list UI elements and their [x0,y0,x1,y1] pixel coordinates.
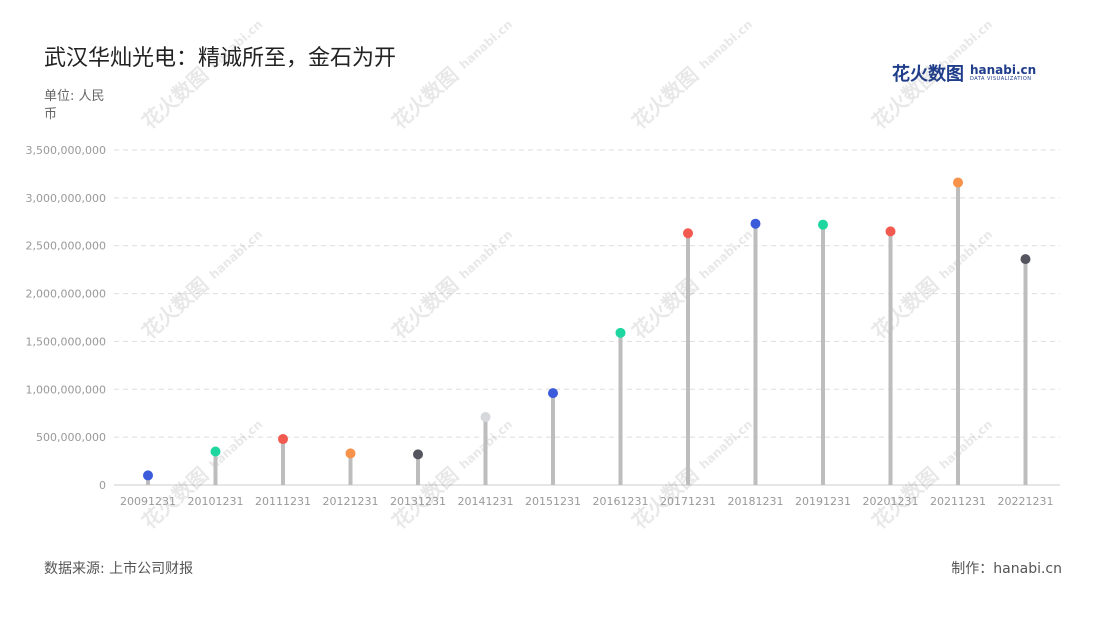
x-tick-label: 20201231 [863,495,919,508]
data-source: 数据来源: 上市公司财报 [44,561,194,577]
x-tick-label: 20131231 [390,495,446,508]
watermark-en: hanabi.cn [697,417,756,472]
watermark-en: hanabi.cn [457,227,516,282]
watermark-cn: 花火数图 [387,62,463,133]
logo-en-text: hanabi.cn [970,62,1037,77]
watermark-cn: 花火数图 [137,272,213,343]
watermark-layer: 花火数图hanabi.cn花火数图hanabi.cn花火数图hanabi.cn花… [137,17,996,534]
lollipop-point [345,448,356,459]
watermark-en: hanabi.cn [937,227,996,282]
lollipop-point [818,219,828,230]
watermark-cn: 花火数图 [387,272,463,343]
x-tick-label: 20211231 [930,495,986,508]
y-tick-label: 2,000,000,000 [26,288,106,301]
y-tick-label: 1,000,000,000 [26,383,106,396]
x-tick-label: 20191231 [795,495,851,508]
unit-label: 单位: 人民币 [44,89,105,122]
x-axis: 20091231 20101231 20111231 20121231 20131231… [120,495,1054,508]
lollipop-point [885,226,896,237]
x-tick-label: 20151231 [525,495,581,508]
chart-title: 武汉华灿光电：精诚所至，金石为开 [44,46,397,71]
watermark-en: hanabi.cn [937,17,996,72]
watermark-en: hanabi.cn [697,17,756,72]
watermark-cn: 花火数图 [627,272,703,343]
lollipop-point [143,470,153,481]
lollipop-point [683,228,693,239]
stems [146,182,1028,485]
brand-logo: 花火数图 hanabi.cn DATA VISUALIZATION [892,60,1036,86]
lollipop-point [413,449,423,460]
x-tick-label: 20111231 [255,495,311,508]
watermark-cn: 花火数图 [867,272,943,343]
lollipop-point [480,412,491,423]
points [143,177,1031,481]
watermark-en: hanabi.cn [207,17,266,72]
y-tick-label: 3,500,000,000 [26,144,106,157]
y-tick-label: 3,000,000,000 [26,192,106,205]
x-tick-label: 20091231 [120,495,176,508]
x-tick-label: 20221231 [998,495,1054,508]
watermark-en: hanabi.cn [937,417,996,472]
lollipop-point [1020,254,1031,265]
x-tick-label: 20121231 [323,495,379,508]
credit-link[interactable]: 制作：hanabi.cn [951,561,1062,577]
lollipop-point [953,177,963,188]
y-tick-label: 2,500,000,000 [26,240,106,253]
y-tick-label: 1,500,000,000 [26,335,106,348]
logo-en-block: hanabi.cn DATA VISUALIZATION [970,64,1036,83]
watermark-cn: 花火数图 [627,62,703,133]
lollipop-point [615,327,626,338]
lollipop-point [750,218,761,229]
x-tick-label: 20161231 [593,495,649,508]
lollipop-point [548,388,558,399]
x-tick-label: 20171231 [660,495,716,508]
y-tick-label: 0 [99,479,106,492]
logo-cn-text: 花火数图 [892,64,964,85]
watermark-en: hanabi.cn [697,227,756,282]
watermark-en: hanabi.cn [207,227,266,282]
watermark-cn: 花火数图 [867,62,943,133]
watermark-cn: 花火数图 [137,62,213,133]
logo-sub-text: DATA VISUALIZATION [970,75,1032,82]
x-tick-label: 20141231 [458,495,514,508]
grid-layer [114,149,1060,486]
y-tick-label: 500,000,000 [36,431,106,444]
watermark-en: hanabi.cn [457,17,516,72]
lollipop-point [210,446,221,457]
x-tick-label: 20101231 [188,495,244,508]
lollipop-point [278,434,288,445]
y-axis: 0 500,000,000 1,000,000,000 1,500,000,000 2,… [26,144,106,492]
x-tick-label: 20181231 [728,495,784,508]
